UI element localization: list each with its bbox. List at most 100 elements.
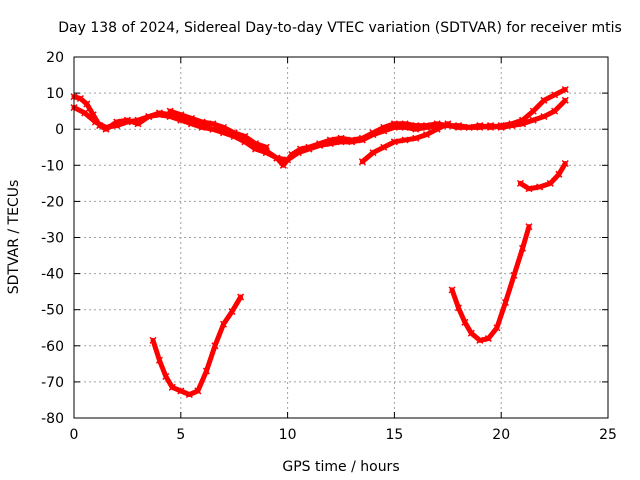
data-point (486, 122, 495, 130)
data-point (546, 179, 554, 187)
series-line (167, 108, 269, 150)
data-point (516, 179, 524, 187)
y-tick-label: 10 (46, 86, 64, 102)
data-point (465, 123, 473, 131)
data-point (284, 156, 292, 164)
data-point (219, 123, 228, 131)
data-point (149, 336, 157, 344)
y-tick-label: -30 (41, 231, 64, 247)
x-tick-label: 10 (279, 427, 297, 443)
data-point (519, 244, 527, 252)
data-point (358, 136, 366, 144)
data-point (177, 111, 185, 119)
data-point (525, 185, 533, 193)
data-point (508, 122, 516, 130)
data-point (262, 149, 270, 157)
data-point (461, 318, 469, 326)
x-axis-label: GPS time / hours (282, 459, 399, 475)
data-point (369, 131, 377, 139)
data-point (555, 170, 563, 178)
series-line (517, 160, 568, 192)
data-point (454, 123, 463, 131)
data-point (305, 145, 313, 153)
data-point (76, 94, 84, 103)
y-tick-label: -40 (41, 267, 64, 283)
series-line (71, 97, 568, 163)
y-tick-label: -60 (41, 339, 64, 355)
data-point (348, 138, 356, 146)
gridlines (74, 57, 608, 418)
data-point (390, 123, 398, 131)
data-point (198, 118, 206, 126)
data-point (91, 118, 99, 126)
x-tick-label: 15 (385, 427, 403, 443)
data-series-group (70, 96, 569, 164)
y-tick-label: -70 (41, 375, 64, 391)
data-point (448, 286, 456, 294)
y-tick-label: -20 (41, 194, 64, 210)
data-series-group (448, 223, 533, 344)
data-point (273, 154, 281, 162)
data-point (145, 113, 153, 121)
x-tick-label: 20 (492, 427, 510, 443)
data-point (230, 129, 238, 137)
data-point (83, 100, 91, 108)
data-point (337, 138, 345, 146)
data-point (433, 125, 441, 133)
data-point (561, 96, 569, 104)
data-point (369, 149, 377, 157)
data-point (187, 114, 196, 122)
data-series-group (166, 107, 270, 151)
data-point (155, 111, 163, 119)
data-point (390, 138, 398, 146)
chart-title: Day 138 of 2024, Sidereal Day-to-day VTE… (58, 20, 622, 36)
data-point (484, 335, 492, 343)
data-point (134, 116, 142, 124)
y-tick-label: 20 (46, 50, 64, 66)
data-point (113, 122, 121, 130)
x-tick-label: 0 (70, 427, 79, 443)
data-point (241, 132, 249, 140)
data-point (294, 149, 302, 157)
data-point (454, 304, 463, 312)
data-point (519, 120, 527, 128)
series-line (150, 294, 244, 398)
data-point (476, 123, 484, 131)
data-point (187, 120, 196, 128)
data-point (166, 107, 174, 115)
data-point (219, 320, 228, 328)
data-point (529, 116, 537, 124)
data-point (493, 324, 501, 332)
data-point (510, 271, 518, 279)
data-point (536, 183, 544, 191)
data-point (358, 158, 366, 166)
data-point (412, 125, 420, 133)
data-point (525, 223, 533, 231)
data-point (177, 116, 185, 124)
data-point (262, 143, 270, 151)
y-axis-label: SDTVAR / TECUs (6, 180, 22, 295)
data-point (211, 342, 219, 350)
data-series (70, 85, 569, 399)
data-point (422, 131, 430, 139)
data-point (529, 107, 537, 115)
data-point (194, 387, 202, 395)
x-tick-label: 25 (599, 427, 617, 443)
data-point (561, 85, 569, 94)
data-point (279, 161, 287, 169)
data-point (412, 134, 420, 142)
data-series-group (358, 120, 452, 166)
data-point (501, 298, 510, 307)
data-point (168, 383, 176, 391)
data-point (162, 372, 170, 381)
data-point (422, 123, 430, 131)
x-tick-label: 5 (176, 427, 185, 443)
data-point (237, 293, 245, 301)
y-tick-label: 0 (55, 122, 64, 138)
data-point (326, 140, 334, 148)
data-point (177, 387, 185, 395)
data-point (561, 159, 569, 168)
y-tick-label: -50 (41, 303, 64, 319)
data-point (380, 127, 388, 135)
